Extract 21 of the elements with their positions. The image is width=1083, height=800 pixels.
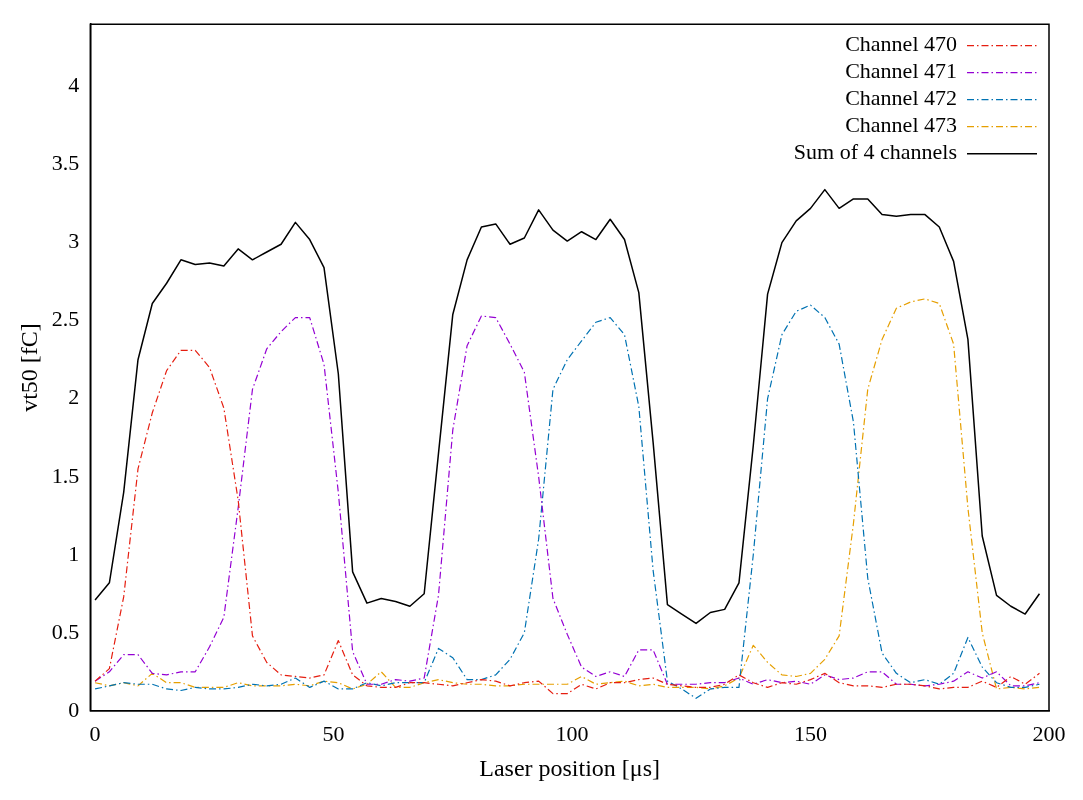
y-tick-label: 1: [68, 540, 80, 566]
y-tick-label: 3.5: [51, 150, 80, 176]
x-tick-label: 200: [1032, 720, 1066, 746]
legend-label: Channel 471: [845, 58, 957, 84]
y-tick-label: 1.5: [51, 462, 80, 488]
y-tick-label: 3: [68, 228, 80, 254]
y-tick-label: 4: [68, 72, 80, 98]
y-tick-label: 0.5: [51, 618, 80, 644]
legend-label: Channel 473: [845, 112, 957, 138]
y-tick-label: 2: [68, 384, 80, 410]
x-axis-title: Laser position [μs]: [479, 754, 661, 781]
legend-label: Channel 472: [845, 85, 957, 111]
x-tick-label: 50: [322, 720, 345, 746]
x-tick-label: 0: [89, 720, 101, 746]
y-tick-label: 0: [68, 696, 80, 722]
x-tick-label: 150: [794, 720, 828, 746]
y-axis-title: vt50 [fC]: [15, 323, 42, 412]
legend-label: Channel 470: [845, 31, 957, 57]
legend-label: Sum of 4 channels: [793, 139, 957, 165]
y-tick-label: 2.5: [51, 306, 80, 332]
x-tick-label: 100: [555, 720, 589, 746]
